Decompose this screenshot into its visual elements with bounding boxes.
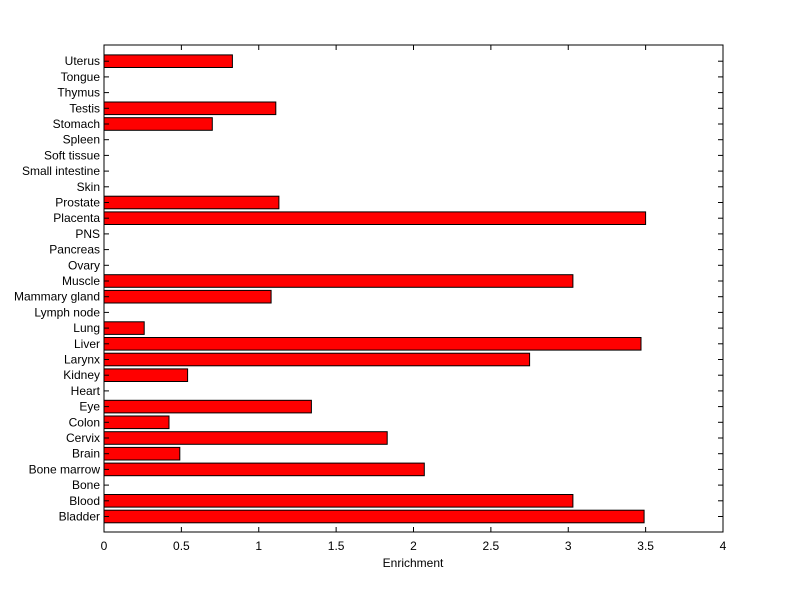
y-tick-label: Bone marrow bbox=[29, 462, 101, 476]
y-tick-label: Kidney bbox=[63, 368, 100, 382]
bar-larynx bbox=[103, 352, 531, 367]
x-tick-label: 3 bbox=[565, 539, 572, 553]
y-tick-label: Spleen bbox=[63, 133, 100, 147]
y-tick-label: Brain bbox=[72, 447, 100, 461]
y-tick-label: Stomach bbox=[53, 117, 100, 131]
x-tick-label: 3.5 bbox=[637, 539, 654, 553]
x-ticks-group: 0 0.5 1 1.5 2 2.5 3 3.5 4 bbox=[101, 45, 727, 553]
bar-bladder bbox=[103, 509, 645, 524]
bar-blood bbox=[103, 494, 574, 508]
bar-liver bbox=[103, 337, 642, 351]
y-tick-label: Cervix bbox=[66, 431, 100, 445]
y-tick-label: Tongue bbox=[61, 70, 101, 84]
bar-muscle bbox=[103, 274, 574, 288]
bar-prostate bbox=[103, 195, 280, 210]
y-tick-label: Ovary bbox=[68, 258, 100, 272]
y-tick-label: Uterus bbox=[65, 54, 100, 68]
bar-placenta bbox=[103, 211, 647, 225]
x-tick-label: 1.5 bbox=[328, 539, 345, 553]
bar-cervix bbox=[103, 431, 388, 445]
bar-bone-marrow bbox=[103, 462, 425, 477]
y-tick-label: Colon bbox=[69, 415, 100, 429]
y-tick-label: Lymph node bbox=[34, 305, 100, 319]
bar-testis bbox=[103, 101, 277, 116]
y-tick-label: Liver bbox=[74, 337, 100, 351]
y-tick-label: Blood bbox=[69, 494, 100, 508]
x-tick-label: 0 bbox=[101, 539, 108, 553]
x-tick-label: 4 bbox=[720, 539, 727, 553]
bar-mammary-gland bbox=[103, 289, 272, 304]
bar-stomach bbox=[103, 117, 213, 131]
y-tick-label: Prostate bbox=[55, 196, 100, 210]
y-tick-label: Heart bbox=[71, 384, 101, 398]
y-tick-label: Thymus bbox=[57, 86, 100, 100]
y-tick-label: Bladder bbox=[59, 510, 100, 524]
bar-kidney bbox=[103, 368, 189, 382]
y-tick-label: Eye bbox=[79, 400, 100, 414]
x-tick-label: 2.5 bbox=[483, 539, 500, 553]
x-axis-label: Enrichment bbox=[383, 556, 444, 570]
y-tick-label: Pancreas bbox=[49, 243, 100, 257]
bar-eye bbox=[103, 399, 312, 414]
bar-colon bbox=[103, 415, 170, 430]
y-tick-label: Mammary gland bbox=[14, 290, 100, 304]
y-tick-label: PNS bbox=[75, 227, 100, 241]
y-tick-label: Testis bbox=[69, 101, 100, 115]
y-tick-label: Soft tissue bbox=[44, 148, 100, 162]
x-tick-label: 0.5 bbox=[173, 539, 190, 553]
x-tick-label: 1 bbox=[255, 539, 262, 553]
y-tick-label: Bone bbox=[72, 478, 100, 492]
x-tick-label: 2 bbox=[410, 539, 417, 553]
y-tick-label: Small intestine bbox=[22, 164, 100, 178]
y-tick-label: Skin bbox=[77, 180, 100, 194]
bar-lung bbox=[103, 321, 145, 335]
y-tick-label: Lung bbox=[73, 321, 100, 335]
bar-brain bbox=[103, 446, 181, 461]
plot-frame bbox=[103, 44, 724, 533]
y-tick-label: Placenta bbox=[53, 211, 100, 225]
y-tick-label: Muscle bbox=[62, 274, 100, 288]
bar-uterus bbox=[103, 54, 233, 69]
y-tick-label: Larynx bbox=[64, 353, 100, 367]
